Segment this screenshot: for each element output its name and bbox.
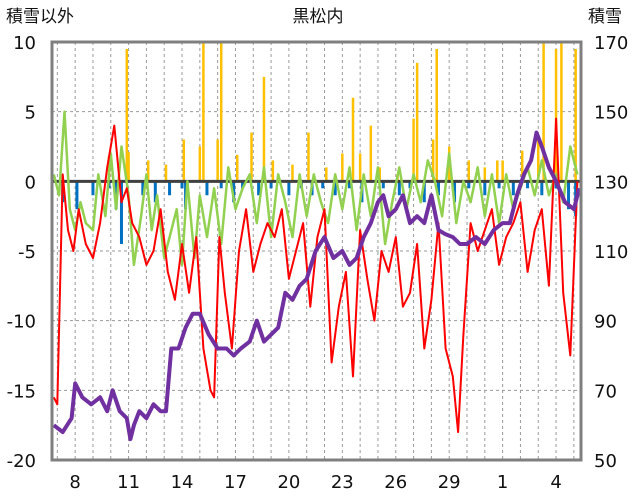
y-left-tick-label: -5 bbox=[18, 242, 36, 263]
x-tick-label: 4 bbox=[550, 472, 561, 493]
y-right-tick-label: 110 bbox=[594, 242, 628, 263]
y-left-tick-label: -20 bbox=[7, 451, 36, 472]
x-tick-label: 23 bbox=[331, 472, 354, 493]
y-right-tick-label: 50 bbox=[594, 451, 617, 472]
chart-title: 黒松内 bbox=[293, 7, 344, 27]
y-right-tick-label: 70 bbox=[594, 381, 617, 402]
x-tick-label: 17 bbox=[224, 472, 247, 493]
snow-depth-line bbox=[52, 130, 582, 442]
y-left-tick-label: 0 bbox=[25, 172, 36, 193]
y-right-tick-label: 90 bbox=[594, 312, 617, 333]
y-left-tick-label: -10 bbox=[7, 312, 36, 333]
x-tick-label: 1 bbox=[497, 472, 508, 493]
y-right-tick-label: 170 bbox=[594, 33, 628, 54]
y-left-tick-label: 10 bbox=[13, 33, 36, 54]
y-left-tick-label: 5 bbox=[25, 103, 36, 124]
plot-frame bbox=[50, 40, 583, 462]
right-axis-title: 積雪 bbox=[588, 7, 622, 27]
y-right-tick-label: 150 bbox=[594, 103, 628, 124]
y-right-tick-label: 130 bbox=[594, 172, 628, 193]
x-tick-label: 26 bbox=[384, 472, 407, 493]
temperature-line bbox=[52, 117, 579, 434]
line-series bbox=[52, 110, 582, 442]
x-tick-label: 8 bbox=[69, 472, 80, 493]
x-tick-label: 11 bbox=[117, 472, 140, 493]
left-axis-title: 積雪以外 bbox=[6, 7, 74, 27]
x-tick-label: 20 bbox=[277, 472, 300, 493]
x-tick-label: 29 bbox=[438, 472, 461, 493]
y-left-tick-label: -15 bbox=[7, 381, 36, 402]
x-tick-label: 14 bbox=[171, 472, 194, 493]
